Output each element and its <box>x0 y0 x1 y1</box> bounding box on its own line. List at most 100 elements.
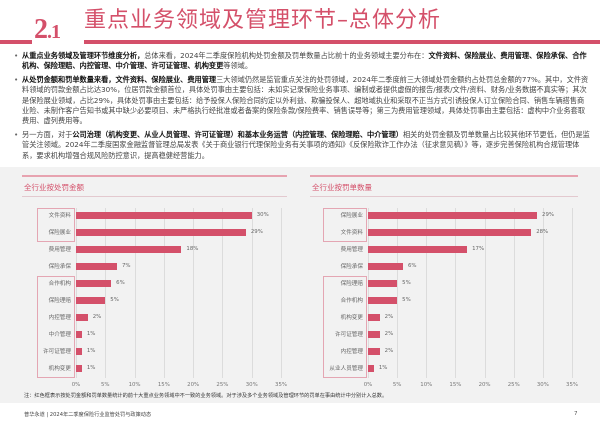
panel-title-rule <box>310 196 578 197</box>
value-label: 1% <box>86 331 96 337</box>
bullet-emphasis: 文件资料、保险展业、费用管理、保险承保、合作机构、保险理赔、内控管理、中介管理、… <box>22 51 587 71</box>
chart-title: 全行业按罚单数量 <box>312 183 372 192</box>
value-label: 1% <box>378 365 388 371</box>
x-tick-label: 15% <box>449 382 462 388</box>
category-label: 保险理赔 <box>340 281 363 287</box>
value-label: 29% <box>250 229 263 235</box>
value-label: 7% <box>122 263 131 269</box>
bar <box>368 297 398 304</box>
value-label: 6% <box>407 263 417 269</box>
bar <box>368 365 374 372</box>
value-label: 30% <box>256 212 269 218</box>
value-label: 2% <box>384 314 394 320</box>
bar-row: 文件资料 28% <box>341 225 572 241</box>
x-tick-label: 35% <box>566 382 578 388</box>
bar-row: 保险展业 29% <box>341 208 572 224</box>
value-label: 2% <box>384 331 394 337</box>
gridline <box>193 208 195 378</box>
gridline <box>368 208 369 378</box>
bullet-text: 三大领域仍然是监管重点关注的处罚领域，2024年二季度前三大领域处罚金额约占处罚… <box>22 74 589 126</box>
bar-row: 机构变更 1% <box>49 361 281 377</box>
x-tick-label: 35% <box>275 382 287 388</box>
value-label: 17% <box>472 246 485 252</box>
bar-row: 许可证管理 1% <box>43 344 281 360</box>
x-tick-label: 30% <box>536 382 549 388</box>
page-title: 重点业务领域及管理环节–总体分析 <box>84 8 442 33</box>
gridline <box>251 208 253 378</box>
category-label: 内控管理 <box>48 315 71 321</box>
bar <box>368 331 380 338</box>
panel-title-rule <box>22 196 287 197</box>
value-label: 5% <box>110 297 119 303</box>
bar-row: 费用管理 18% <box>49 242 281 258</box>
x-tick-label: 10% <box>420 382 433 388</box>
bullet-text: 等领域。 <box>223 61 253 71</box>
bar-row: 合作机构 6% <box>49 276 281 292</box>
x-tick-label: 10% <box>128 382 141 388</box>
gridline <box>281 208 282 378</box>
gridline <box>426 208 428 378</box>
bar <box>76 229 246 236</box>
gridline <box>222 208 224 378</box>
category-label: 从业人员管理 <box>329 366 363 372</box>
panel-top-rule <box>310 175 578 177</box>
charts-section: 全行业按处罚金额 0% 5% 10% 15% 20% 25% 30% 35% 文件资料 30% 保险… <box>0 167 600 403</box>
category-label: 保险展业 <box>48 230 71 236</box>
gridline <box>76 208 77 378</box>
bullet-paragraph: 从重点业务领域及管理环节维度分析，总体来看，2024年二季度保险机构处罚金额及罚… <box>14 51 590 72</box>
gridline <box>134 208 136 378</box>
bar-row: 保险理赔 5% <box>341 276 572 292</box>
bar <box>76 314 88 321</box>
x-tick-label: 15% <box>157 382 170 388</box>
category-label: 保险承保 <box>48 264 71 270</box>
value-label: 2% <box>92 314 102 320</box>
category-label: 中介管理 <box>48 332 71 338</box>
bar-row: 合作机构 5% <box>341 293 572 309</box>
bar-row: 文件资料 30% <box>49 208 281 224</box>
bullet-paragraph: 另一方面，对于公司治理（机构变更、从业人员管理、许可证管理）和基本业务运营（内控… <box>14 130 590 161</box>
value-label: 6% <box>116 280 125 286</box>
bar-row: 从业人员管理 1% <box>329 361 572 377</box>
x-tick-label: 30% <box>245 382 258 388</box>
x-tick-label: 20% <box>478 382 491 388</box>
category-label: 费用管理 <box>340 247 363 253</box>
highlight-box <box>37 276 75 378</box>
bar <box>76 331 82 338</box>
highlight-box <box>323 276 367 378</box>
page-number: 7 <box>574 411 578 417</box>
bar-row: 许可证管理 2% <box>335 327 572 343</box>
bar-row: 保险承保 6% <box>341 259 572 275</box>
value-label: 5% <box>402 297 411 303</box>
panel-top-rule <box>22 175 287 177</box>
category-label: 内控管理 <box>340 349 363 355</box>
category-label: 许可证管理 <box>43 349 71 355</box>
footer-source: 普华永道 | 2024年二季度保险行业监管处罚与政策动态 <box>24 412 152 418</box>
bar-row: 内控管理 2% <box>341 344 572 360</box>
x-tick-label: 0% <box>71 382 81 388</box>
section-number: 2.1 <box>34 14 61 45</box>
value-label: 1% <box>86 365 96 371</box>
category-label: 文件资料 <box>48 213 71 219</box>
category-label: 保险展业 <box>340 213 363 219</box>
gridline <box>513 208 515 378</box>
x-tick-label: 20% <box>187 382 200 388</box>
header-right-rule <box>84 40 600 44</box>
gridline <box>455 208 457 378</box>
bar <box>76 212 252 219</box>
x-tick-label: 25% <box>216 382 229 388</box>
highlight-box <box>37 208 75 242</box>
bar <box>368 280 398 287</box>
bullet-emphasis: 从处罚金额和罚单数量来看，文件资料、保险展业、费用管理 <box>22 74 217 84</box>
bar <box>76 297 106 304</box>
gridline <box>163 208 165 378</box>
bar <box>76 263 117 270</box>
bar-chart-count: 0% 5% 10% 15% 20% 25% 30% 35% 保险展业 29% 文件资料 28% 费用管理… <box>323 208 578 388</box>
summary-bullets: 从重点业务领域及管理环节维度分析，总体来看，2024年二季度保险机构处罚金额及罚… <box>14 51 590 164</box>
bar <box>76 246 182 253</box>
category-label: 合作机构 <box>48 281 71 287</box>
bullet-emphasis: 从重点业务领域及管理环节维度分析， <box>22 51 145 60</box>
bar-chart-amount: 0% 5% 10% 15% 20% 25% 30% 35% 文件资料 30% 保险展业 29% 费用管理… <box>37 208 287 388</box>
bar-row: 机构变更 2% <box>341 310 572 326</box>
x-tick-label: 5% <box>392 382 402 388</box>
bar-row: 保险展业 29% <box>49 225 281 241</box>
